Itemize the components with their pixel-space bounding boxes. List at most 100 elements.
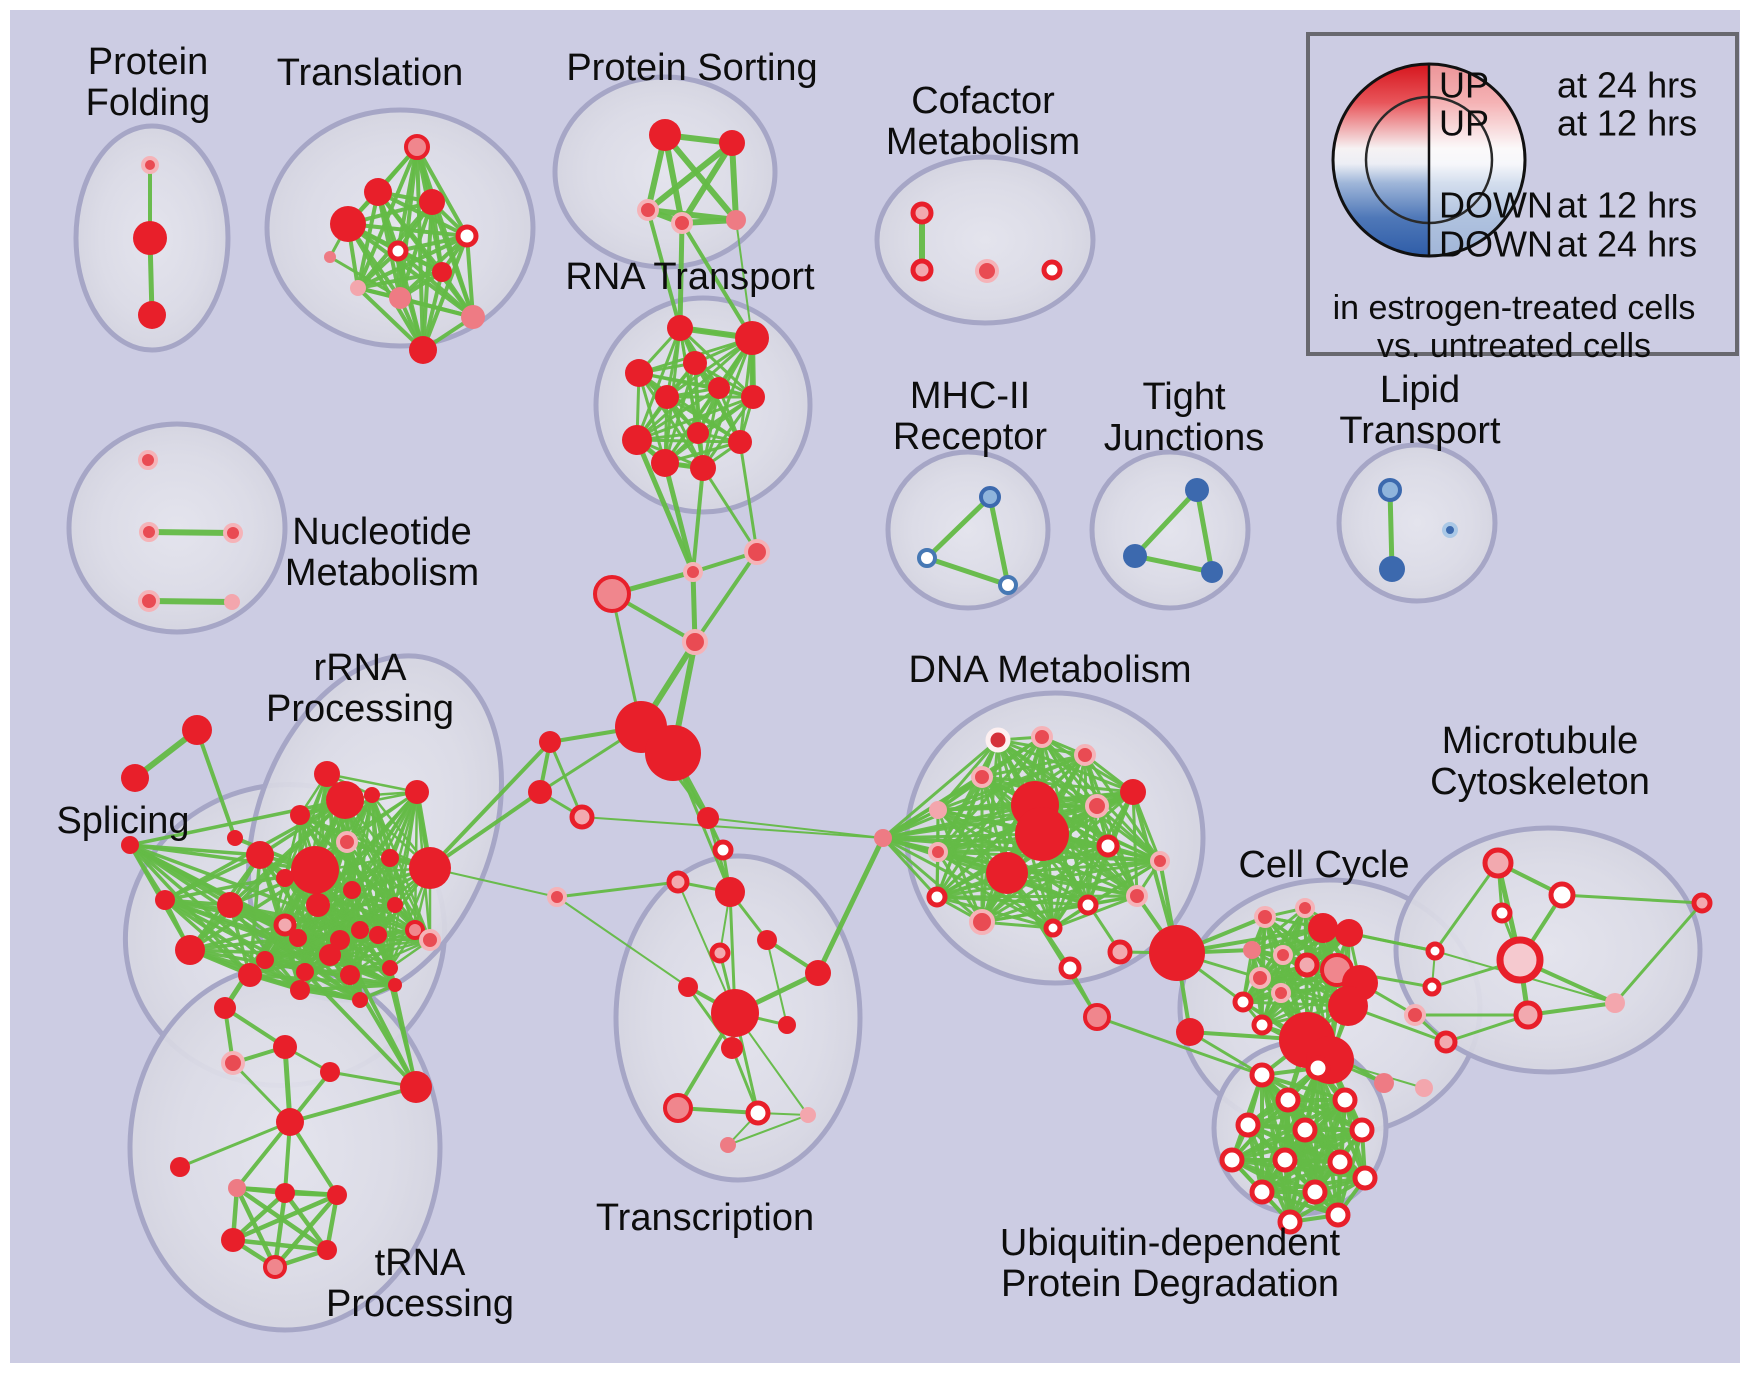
cluster-label-cc: Cell Cycle (1238, 844, 1409, 886)
gene-node-dm (1120, 779, 1146, 805)
gene-node-tj (1185, 478, 1209, 502)
edge-cn-dm (581, 816, 884, 839)
gene-node-ub (1292, 1117, 1318, 1143)
gene-node-rt (687, 422, 709, 444)
edge-cn (548, 740, 584, 819)
edge-rr (263, 888, 354, 962)
gene-node-tn (221, 1051, 245, 1075)
gene-node-dm (1149, 925, 1205, 981)
gene-node-rr (364, 787, 380, 803)
gene-node-rr (409, 847, 451, 889)
gene-node-cc (1335, 919, 1363, 947)
edge-dm (1005, 859, 1162, 875)
cluster-label-pf: Folding (86, 82, 211, 124)
gene-node-sp (175, 935, 205, 965)
gene-node-rr (330, 930, 350, 950)
legend-time-3: at 24 hrs (1557, 224, 1697, 265)
gene-node-rt (741, 385, 765, 409)
gene-node-sp (291, 846, 339, 894)
gene-node-sp (121, 764, 149, 792)
edge-tx-dm (815, 835, 886, 976)
gene-node-mt (1496, 936, 1544, 984)
edge-tx-rr (429, 867, 558, 898)
gene-node-cc (1422, 977, 1442, 997)
edge-mt (1560, 893, 1704, 905)
edge-dm-ub (1095, 1015, 1264, 1077)
cluster-label-tn: tRNA (375, 1242, 466, 1284)
gene-node-tn (317, 1240, 337, 1260)
gene-node-cn (569, 804, 595, 830)
cluster-label-tr: Translation (277, 52, 464, 94)
gene-node-tr (409, 336, 437, 364)
edge-tr (421, 234, 469, 352)
gene-node-mt (1491, 902, 1513, 924)
gene-node-cf (910, 201, 934, 225)
gene-node-rr (405, 920, 425, 940)
cluster-label-mt: Cytoskeleton (1430, 761, 1650, 803)
gene-node-ub (1302, 1179, 1328, 1205)
gene-node-cc (1232, 991, 1254, 1013)
cluster-label-mhc: Receptor (893, 416, 1048, 458)
cluster-label-rt: RNA Transport (565, 256, 815, 298)
gene-node-rr (276, 869, 294, 887)
gene-node-rt (708, 377, 730, 399)
gene-node-sp (352, 992, 368, 1008)
edge-sp (195, 728, 237, 840)
gene-node-tx (757, 930, 777, 950)
gene-node-tn (320, 1062, 340, 1082)
edge-dm (881, 753, 1087, 840)
edge-rt (637, 371, 705, 470)
gene-node-cc (1294, 952, 1320, 978)
gene-node-rt (690, 455, 716, 481)
gene-node-tx (663, 1093, 693, 1123)
gene-node-dm (928, 842, 948, 862)
cluster-label-dm: DNA Metabolism (909, 649, 1192, 691)
gene-node-mt (1605, 993, 1625, 1013)
gene-node-tx (721, 1037, 743, 1059)
edge-rr (298, 813, 432, 870)
gene-node-dm (969, 909, 995, 935)
edge-dm (1005, 871, 1099, 1019)
edge-lt (1387, 487, 1395, 572)
gene-node-cn (528, 780, 552, 804)
gene-node-tx (712, 839, 734, 861)
gene-node-cc (1415, 1079, 1433, 1097)
edge-rt (635, 395, 755, 442)
edge-ub (1246, 1098, 1347, 1127)
edge-ps-rt (735, 219, 753, 339)
gene-node-tn (276, 1108, 304, 1136)
gene-node-rr (419, 929, 441, 951)
gene-node-ub (1219, 1147, 1245, 1173)
gene-node-sp (326, 781, 364, 819)
edge-sp (128, 843, 167, 902)
cluster-label-tj: Junctions (1104, 417, 1265, 459)
edge-dm (980, 844, 1110, 924)
gene-node-tr (455, 224, 479, 248)
edge-rt-cn (662, 460, 696, 575)
edge-ub (1230, 1128, 1364, 1162)
gene-node-sp (155, 890, 175, 910)
edge-tx (686, 985, 734, 1050)
cluster-label-cf: Cofactor (911, 80, 1055, 122)
gene-node-rt (683, 351, 707, 375)
gene-node-tn (327, 1185, 347, 1205)
gene-node-cc (1434, 1030, 1458, 1054)
edge-ub (1283, 1128, 1364, 1162)
gene-node-tx (711, 989, 759, 1037)
gene-node-rt (728, 430, 752, 454)
gene-node-sp (290, 980, 310, 1000)
gene-node-rr (289, 929, 307, 947)
gene-node-cn (539, 731, 561, 753)
edge-sp (128, 843, 317, 872)
cluster-bubble-cf (874, 154, 1096, 326)
gene-node-cc (1308, 913, 1338, 943)
edge-cn-rr (428, 740, 552, 870)
gene-node-cc (1251, 1014, 1273, 1036)
gene-node-rt (667, 315, 693, 341)
gene-node-ub (1349, 1117, 1375, 1143)
edge-tj (1132, 553, 1215, 575)
edge-cn-rr (428, 790, 542, 870)
edge-sp-tn (222, 867, 318, 1011)
edge-rr (303, 938, 432, 974)
